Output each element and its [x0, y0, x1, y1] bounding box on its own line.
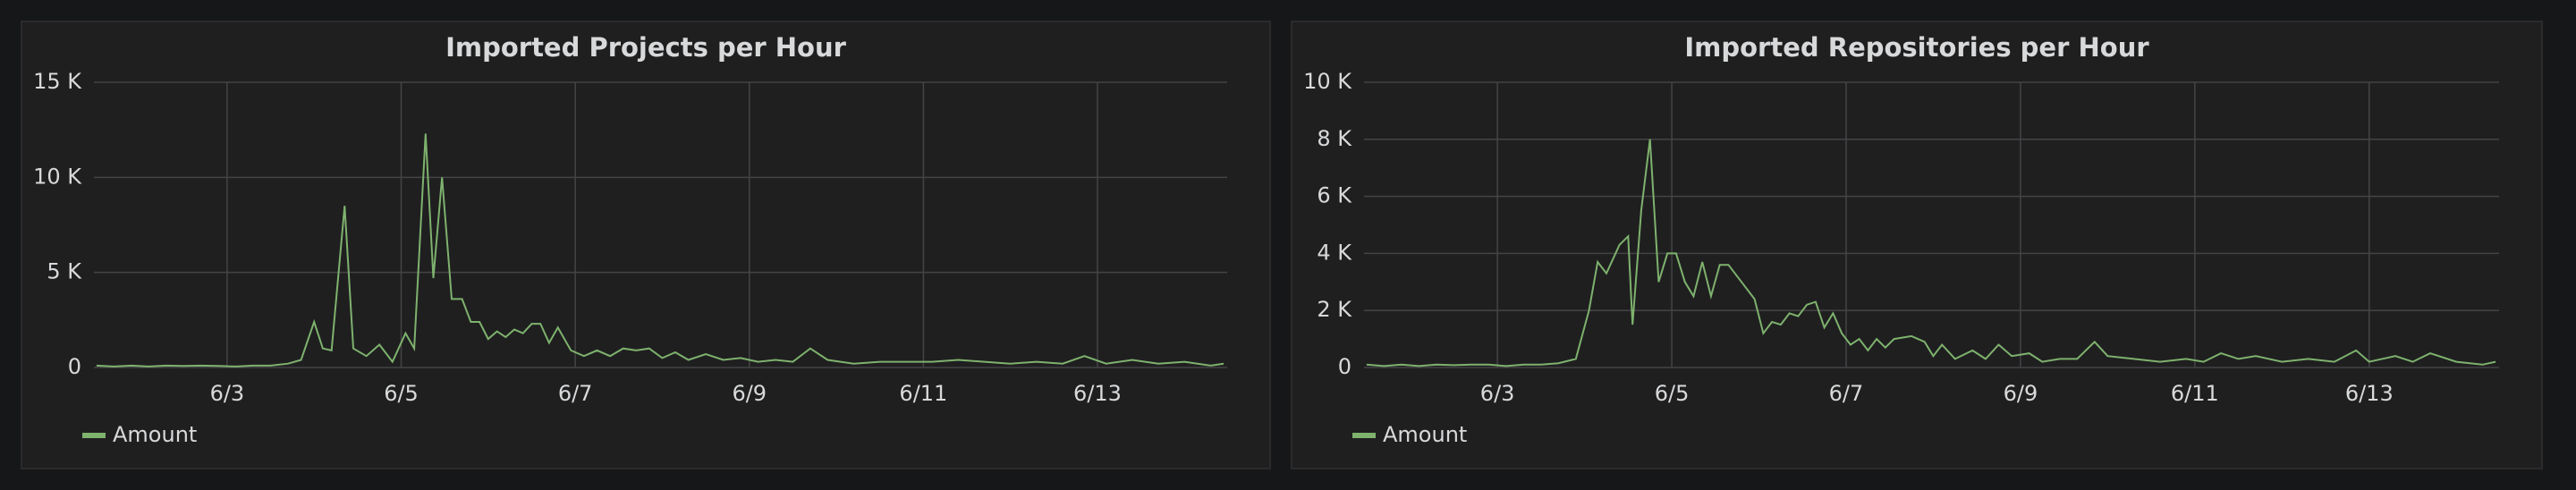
- x-tick-label: 6/13: [1073, 381, 1122, 406]
- y-tick-label: 0: [1338, 354, 1352, 379]
- y-tick-label: 2 K: [1317, 297, 1352, 322]
- y-tick-label: 8 K: [1317, 126, 1352, 151]
- x-tick-label: 6/11: [2171, 381, 2219, 406]
- x-tick-label: 6/7: [558, 381, 593, 406]
- panel-title: Imported Repositories per Hour: [1684, 32, 2149, 63]
- panel: [1291, 21, 2543, 469]
- y-tick-label: 6 K: [1317, 183, 1352, 208]
- x-tick-label: 6/3: [1480, 381, 1515, 406]
- y-tick-label: 10 K: [1303, 69, 1352, 94]
- legend-swatch: [82, 433, 106, 438]
- panel-title: Imported Projects per Hour: [445, 32, 847, 63]
- y-tick-label: 4 K: [1317, 240, 1352, 265]
- x-tick-label: 6/9: [732, 381, 767, 406]
- x-tick-label: 6/9: [2004, 381, 2038, 406]
- legend-label: Amount: [113, 422, 197, 447]
- y-tick-label: 0: [68, 354, 81, 379]
- data-line: [1366, 139, 2496, 368]
- panel: [21, 21, 1271, 469]
- x-tick-label: 6/3: [210, 381, 245, 406]
- data-line: [96, 133, 1224, 368]
- x-tick-label: 6/5: [384, 381, 419, 406]
- x-tick-label: 6/13: [2345, 381, 2394, 406]
- x-tick-label: 6/11: [899, 381, 947, 406]
- y-tick-label: 15 K: [33, 69, 82, 94]
- legend-label: Amount: [1383, 422, 1467, 447]
- y-tick-label: 10 K: [33, 164, 82, 189]
- legend-swatch: [1352, 433, 1376, 438]
- x-tick-label: 6/5: [1655, 381, 1690, 406]
- y-tick-label: 5 K: [47, 259, 82, 284]
- x-tick-label: 6/7: [1829, 381, 1864, 406]
